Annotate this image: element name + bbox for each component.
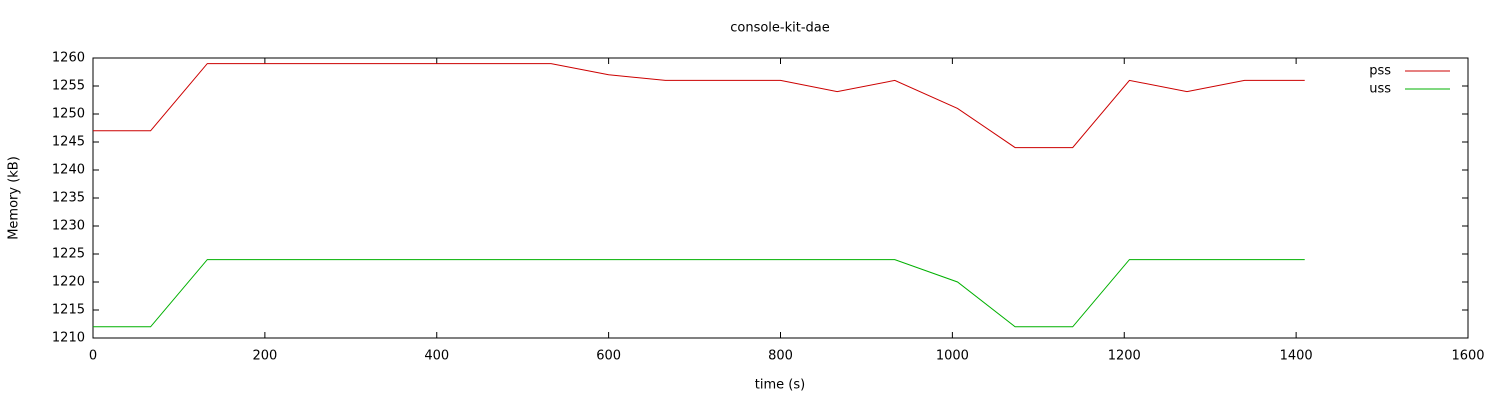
y-tick-label: 1240 [52,163,85,178]
x-tick-label: 1000 [936,349,969,364]
y-tick-label: 1225 [52,247,85,262]
y-tick-label: 1230 [52,219,85,234]
y-tick-label: 1255 [52,79,85,94]
x-tick-label: 1600 [1451,349,1484,364]
y-tick-label: 1245 [52,135,85,150]
y-axis-label: Memory (kB) [7,156,22,240]
y-tick-label: 1260 [52,51,85,66]
y-tick-label: 1235 [52,191,85,206]
x-tick-label: 400 [424,349,449,364]
x-tick-label: 600 [596,349,621,364]
y-tick-label: 1215 [52,303,85,318]
x-tick-label: 800 [768,349,793,364]
x-tick-label: 200 [252,349,277,364]
chart-title: console-kit-dae [730,21,830,36]
x-tick-label: 0 [89,349,97,364]
line [93,63,1305,149]
legend-label: uss [1369,82,1391,97]
x-tick-label: 1200 [1108,349,1141,364]
y-tick-label: 1250 [52,107,85,122]
x-tick-label: 1400 [1280,349,1313,364]
y-tick-label: 1210 [52,331,85,346]
legend-label: pss [1369,64,1391,79]
y-tick-label: 1220 [52,275,85,290]
x-axis-label: time (s) [755,378,805,393]
line [93,259,1305,328]
